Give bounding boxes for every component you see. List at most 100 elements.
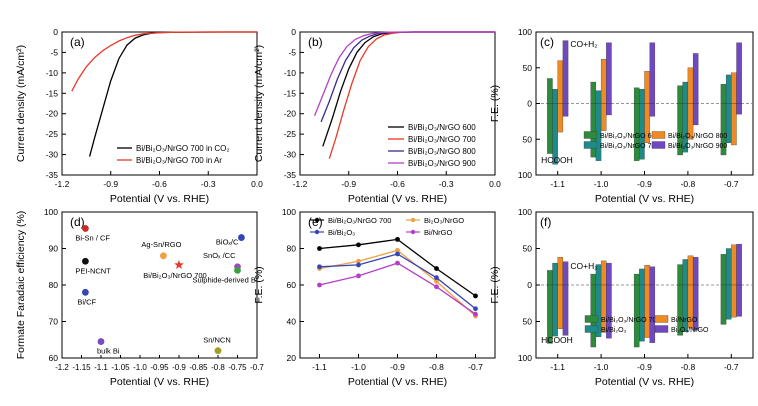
point-label: Bi/CF: [77, 297, 96, 306]
x-tick-label: -1.1: [550, 362, 565, 372]
x-tick-label: -0.75: [228, 363, 247, 372]
legend-label: Bi/Bi₂O₃/NrGO 700 in CO₂: [136, 144, 230, 153]
bar-co-h2: [562, 40, 569, 104]
bar-co-h2: [682, 81, 689, 104]
bar-co-h2: [600, 59, 607, 104]
bar-co-h2: [547, 270, 553, 286]
bar-co-h2: [649, 42, 656, 104]
bar-hcooh: [557, 103, 564, 133]
series-line: [71, 31, 257, 92]
point-label: Sn/NCN: [203, 336, 231, 345]
data-point: [434, 278, 439, 284]
bar-hcooh: [736, 103, 742, 115]
x-tick-label: -1.2: [55, 363, 69, 372]
y-tick-label: 100: [518, 27, 532, 37]
bar-co-h2: [731, 244, 737, 286]
point-label: SnOₓ /CC: [203, 251, 236, 260]
legend-label: Bi/Bi₂O₃/NrGO 800: [408, 147, 476, 156]
panel-label: (a): [70, 35, 85, 49]
bar-co-h2: [682, 259, 689, 286]
y-tick-label: 50: [523, 244, 533, 254]
bar-co-h2: [720, 84, 727, 104]
x-tick-label: -0.7: [724, 179, 739, 189]
annotation-hcooh: HCOOH: [541, 335, 573, 345]
annotation-co-h2: CO+H₂: [570, 39, 597, 49]
y-tick-label: -30: [46, 150, 59, 160]
y-tick-label: -15: [46, 88, 59, 98]
x-tick-label: -1.0: [351, 362, 366, 372]
y-tick-label: -35: [46, 170, 59, 180]
y-axis-label: F.E. (%): [489, 85, 501, 122]
y-tick-label: 0: [527, 280, 532, 290]
y-tick-label: 100: [518, 170, 532, 180]
legend-swatch: [584, 315, 599, 323]
legend-label: Bi/Bi₂O₃/NrGO 700 in Ar: [136, 156, 222, 165]
legend-label: Bi/Bi₂O₃/NrGO 900: [408, 159, 476, 168]
y-axis-label: F.E. (%): [253, 266, 265, 303]
bar-hcooh: [692, 284, 699, 331]
panel-b: -1.2 -0.9 -0.6 -0.3 0.0 0 -5 -10 -15 -20 -25 -30 -35…: [253, 27, 501, 205]
bar-hcooh: [600, 284, 607, 333]
y-tick-label: -10: [46, 68, 59, 78]
bar-co-h2: [725, 74, 732, 104]
x-tick-label: -1.0: [133, 363, 147, 372]
bar-co-h2: [677, 264, 683, 286]
legend-swatch: [583, 131, 598, 139]
y-tick-label: 70: [49, 317, 59, 327]
x-tick-label: -0.9: [637, 179, 652, 189]
x-tick-label: 0.0: [489, 179, 501, 189]
bar-hcooh: [644, 284, 650, 338]
y-tick-label: 0: [53, 27, 58, 37]
y-tick-label: -5: [288, 47, 296, 57]
bar-hcooh: [600, 103, 607, 131]
series-line: [313, 31, 495, 117]
x-tick-label: -0.9: [341, 179, 356, 189]
legend-swatch: [651, 141, 666, 149]
data-point: [82, 288, 89, 296]
y-tick-label: 20: [287, 353, 297, 363]
x-tick-label: -1.1: [550, 179, 565, 189]
bar-hcooh: [731, 103, 737, 146]
x-axis-label: Potential (V vs. RHE): [110, 376, 209, 388]
x-tick-label: -1.0: [594, 179, 609, 189]
panel-f: 100 50 0 50 100 -1.1 -1.0 -0.9 -0.8 -0.7 Potential…: [489, 207, 754, 388]
y-tick-label: 50: [523, 317, 533, 327]
y-tick-label: -20: [284, 109, 297, 119]
annotation-co-h2: CO+H₂: [570, 261, 597, 271]
x-tick-label: -0.6: [152, 179, 167, 189]
x-tick-label: -0.9: [390, 362, 405, 372]
data-point: [473, 306, 478, 312]
legend-marker: [314, 217, 320, 223]
x-axis-label: Potential (V vs. RHE): [348, 193, 447, 205]
data-point: [97, 338, 105, 345]
bar-hcooh: [682, 284, 689, 332]
data-point: [160, 252, 167, 260]
y-axis-label: Current density (mA/cm²): [253, 45, 265, 162]
bar-co-h2: [547, 78, 553, 104]
bar-hcooh: [644, 103, 650, 143]
bar-co-h2: [639, 268, 645, 286]
point-label: Sulphide-derived Bi: [192, 275, 257, 284]
bar-hcooh: [731, 284, 737, 318]
data-point: [395, 251, 400, 257]
legend-marker: [314, 229, 320, 235]
legend-swatch: [651, 131, 666, 139]
bar-hcooh: [590, 103, 597, 158]
bar-hcooh: [562, 103, 569, 117]
legend-label: Bi/Bi₂O₃/NrGO 700: [601, 317, 660, 324]
bar-co-h2: [720, 254, 727, 286]
legend-label: Bi/Bi₂O₃/NrGO 700: [408, 135, 476, 144]
data-point: [234, 267, 241, 274]
bar-hcooh: [552, 103, 558, 165]
legend-label: Bi/NrGO: [424, 228, 453, 237]
y-tick-label: 100: [44, 207, 58, 217]
y-tick-label: 0: [291, 27, 296, 37]
x-tick-label: -1.2: [293, 179, 308, 189]
y-tick-label: 90: [49, 244, 59, 254]
legend-marker: [410, 229, 416, 235]
x-tick-label: -0.3: [439, 179, 454, 189]
data-point: [473, 293, 478, 299]
x-tick-label: 0.0: [251, 179, 263, 189]
data-point: [356, 242, 361, 248]
